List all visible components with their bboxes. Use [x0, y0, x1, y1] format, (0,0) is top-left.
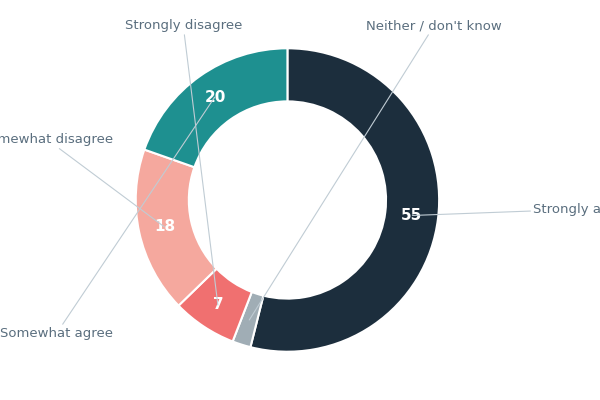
- Text: Strongly agree: Strongly agree: [412, 203, 600, 216]
- Wedge shape: [250, 48, 439, 352]
- Wedge shape: [136, 150, 217, 306]
- Text: Strongly disagree: Strongly disagree: [125, 19, 242, 305]
- Text: Somewhat agree: Somewhat agree: [0, 97, 215, 340]
- Wedge shape: [179, 269, 252, 342]
- Text: 18: 18: [155, 219, 176, 234]
- Text: 20: 20: [205, 90, 226, 105]
- Text: Somewhat disagree: Somewhat disagree: [0, 133, 164, 227]
- Wedge shape: [233, 292, 263, 347]
- Text: Neither / don't know: Neither / don't know: [249, 19, 502, 320]
- Wedge shape: [145, 48, 287, 167]
- Text: 55: 55: [401, 208, 422, 223]
- Text: 7: 7: [213, 297, 224, 312]
